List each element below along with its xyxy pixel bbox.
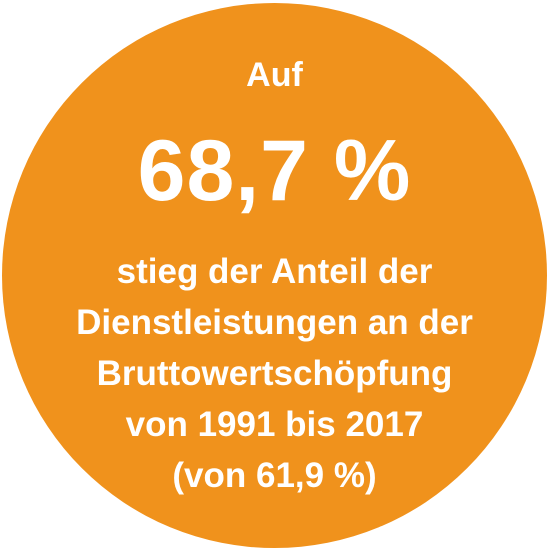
description-line: stieg der Anteil der [116, 252, 433, 291]
description-line: Dienstleistungen an der [76, 303, 473, 342]
headline-value: 68,7 % [137, 123, 412, 219]
description-line: von 1991 bis 2017 [125, 405, 424, 444]
intro-text: Auf [246, 56, 303, 94]
orange-circle-badge [2, 3, 547, 548]
description-block: stieg der Anteil der Dienstleistungen an… [0, 246, 549, 501]
description-line: Bruttowertschöpfung [96, 354, 453, 393]
description-line: (von 61,9 %) [172, 456, 377, 495]
